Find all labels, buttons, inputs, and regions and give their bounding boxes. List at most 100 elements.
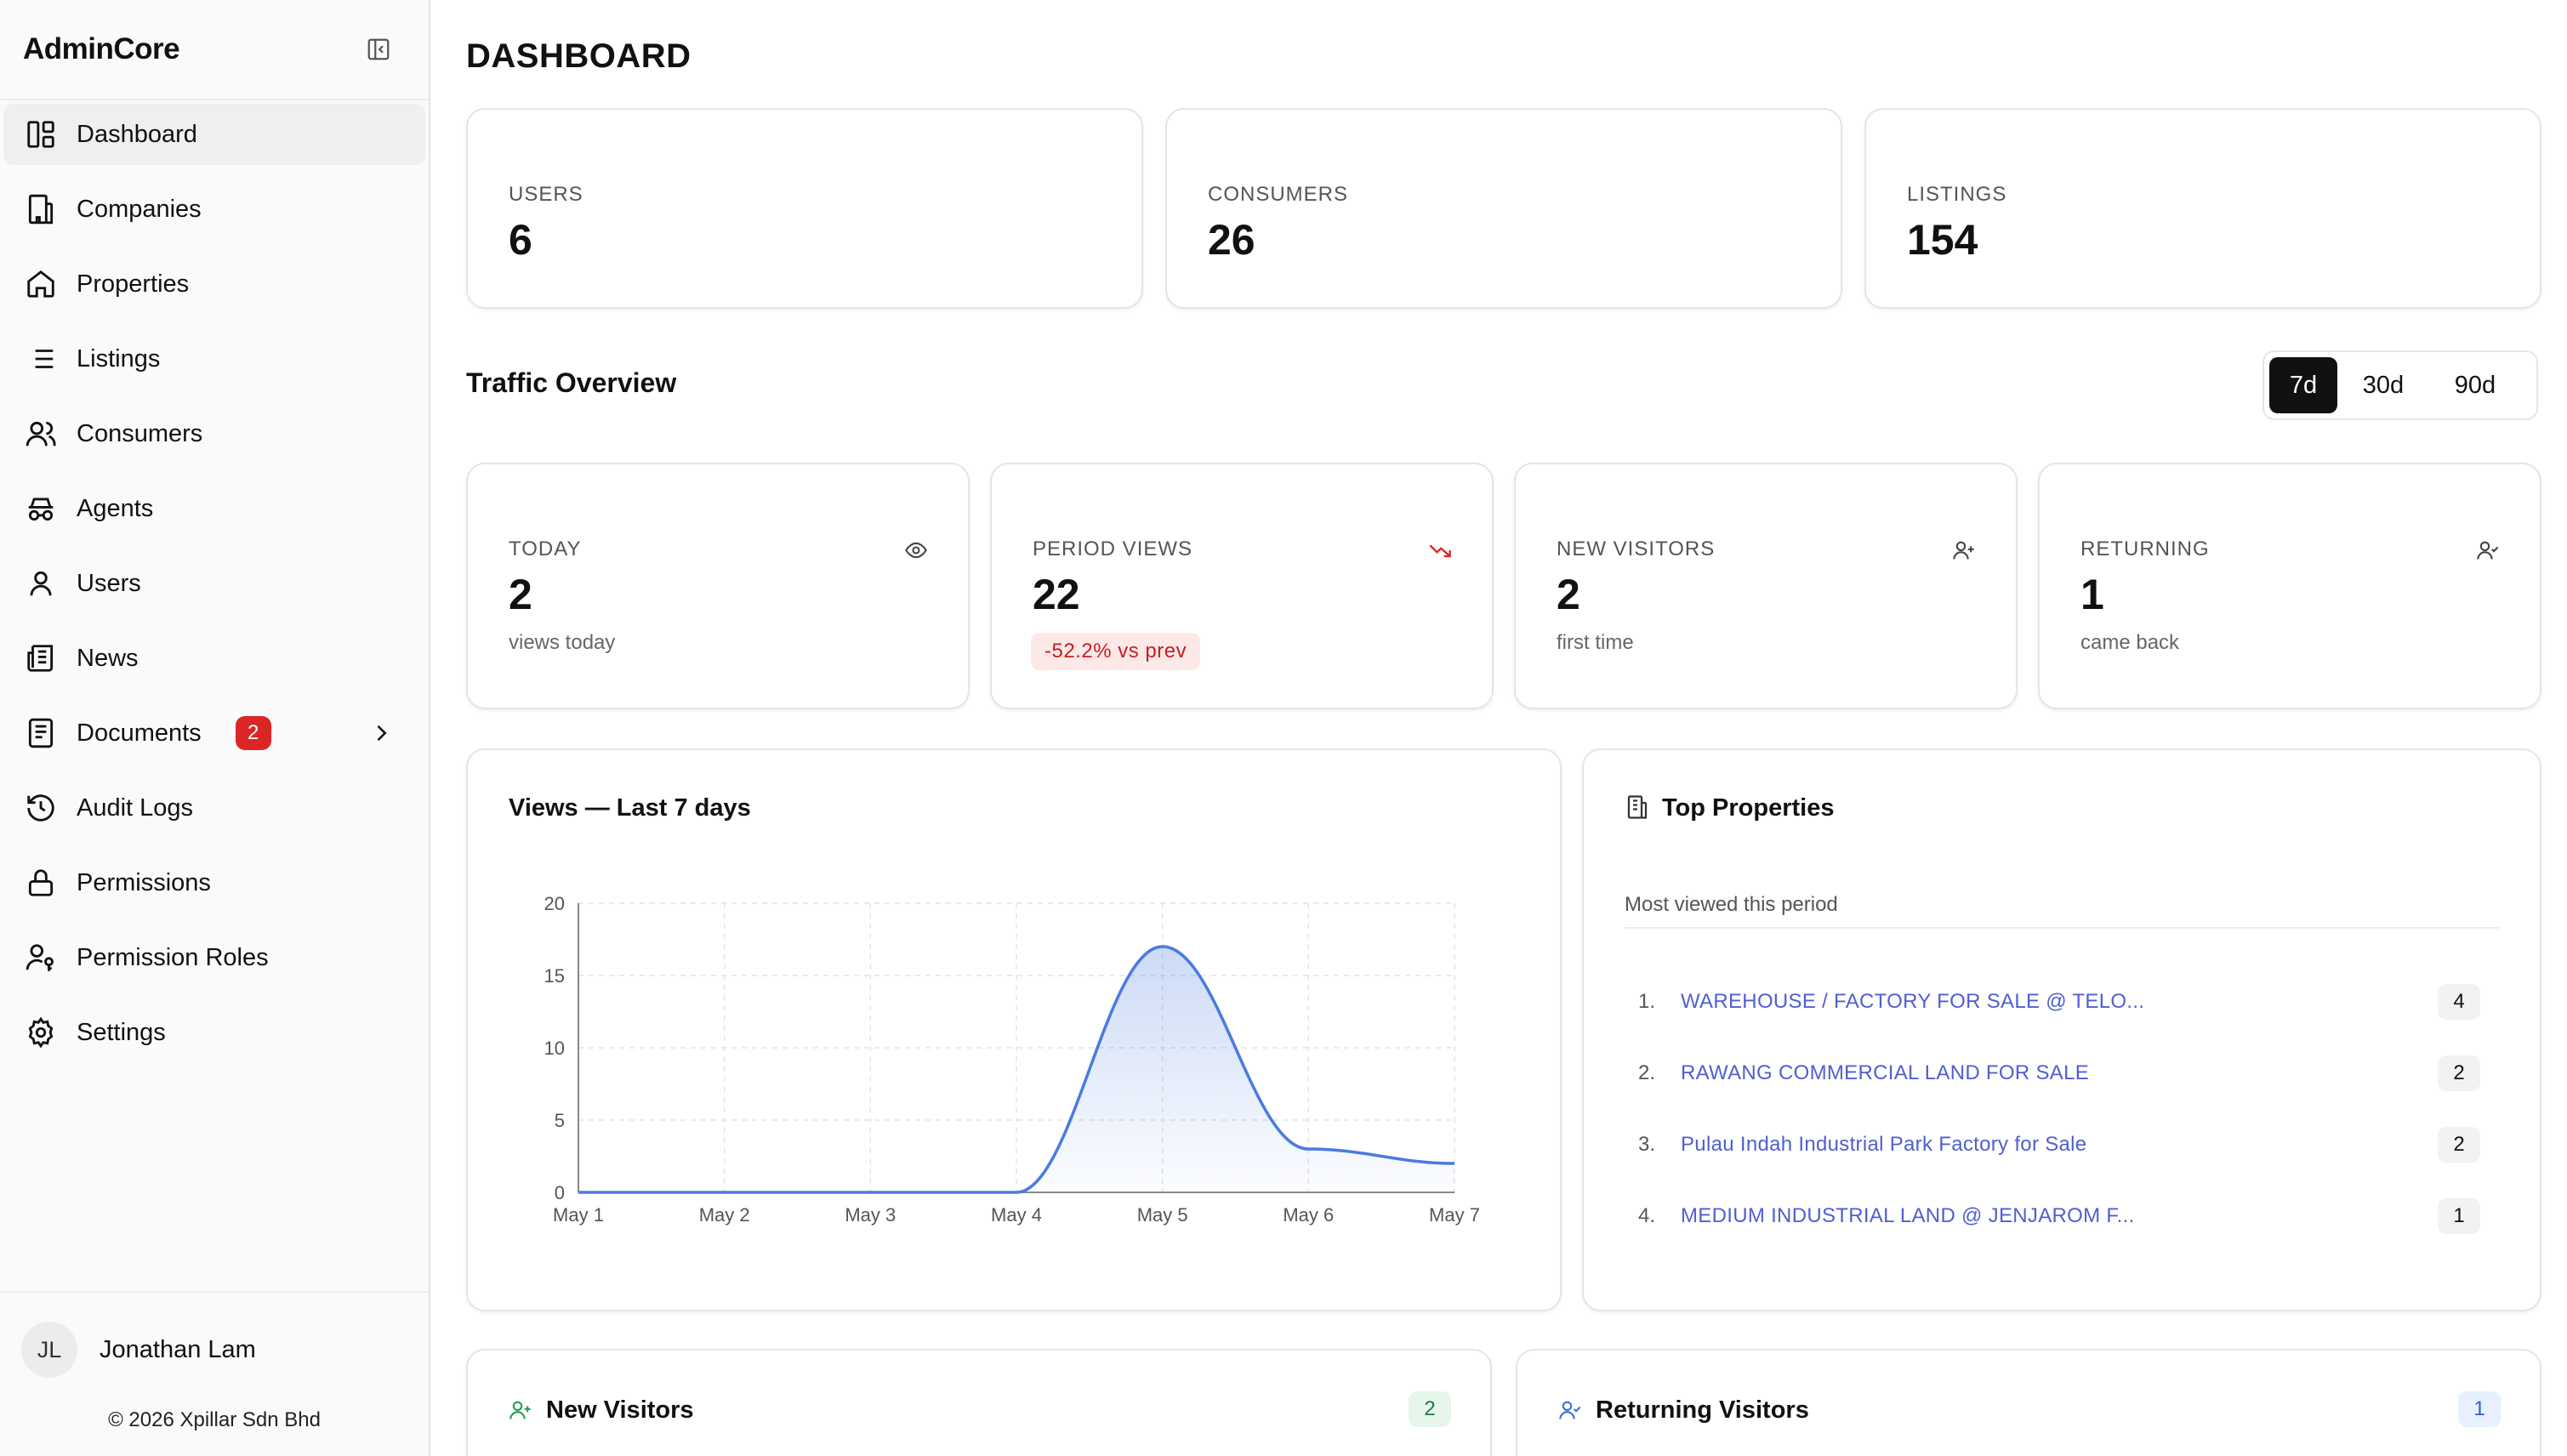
stat-value: 2 (1557, 571, 1580, 618)
property-link[interactable]: RAWANG COMMERCIAL LAND FOR SALE (1681, 1061, 2090, 1084)
returning-visitors-panel-title: Returning Visitors (1596, 1396, 1809, 1424)
sidebar-collapse-icon[interactable] (366, 37, 391, 62)
x-tick-label: May 5 (1137, 1204, 1188, 1226)
traffic-overview-title: Traffic Overview (466, 367, 677, 398)
sidebar-item-label: Consumers (77, 419, 203, 447)
views-chart: 0 5 10 15 20 May 1 May 2 May 3 May 4 May 5 May 6 Ma… (544, 893, 1480, 1226)
new-visitors-panel: New Visitors 2 (466, 1349, 1492, 1456)
stat-label: LISTINGS (1907, 183, 2007, 206)
property-link[interactable]: MEDIUM INDUSTRIAL LAND @ JENJAROM F... (1681, 1204, 2135, 1227)
period-views-card: PERIOD VIEWS 22 -52.2% vs prev (990, 463, 1494, 709)
range-30d-button[interactable]: 30d (2362, 371, 2405, 399)
list-icon (24, 342, 58, 376)
user-check-icon (1558, 1398, 1582, 1426)
users-stat-card: USERS 6 (466, 108, 1143, 309)
range-90d-button[interactable]: 90d (2454, 371, 2496, 399)
stat-value: 6 (509, 216, 532, 264)
sidebar-item-label: Documents (77, 719, 202, 747)
eye-icon (903, 537, 929, 563)
trending-down-icon (1427, 537, 1453, 563)
stat-subtitle: views today (509, 631, 616, 654)
sidebar-item-documents[interactable]: Documents 2 (3, 702, 425, 764)
app-logo-text: AdminCore (23, 32, 180, 65)
sidebar-item-news[interactable]: News (3, 628, 425, 689)
y-tick-label: 0 (555, 1182, 565, 1203)
documents-count-badge: 2 (235, 716, 271, 750)
y-tick-label: 5 (555, 1110, 565, 1131)
sidebar-item-label: News (77, 644, 139, 672)
main-content: DASHBOARD USERS 6 CONSUMERS 26 LISTINGS … (430, 0, 2567, 1456)
sidebar-item-label: Audit Logs (77, 793, 194, 822)
stat-subtitle: came back (2080, 631, 2180, 654)
listings-stat-card: LISTINGS 154 (1864, 108, 2541, 309)
sidebar-item-label: Permissions (77, 868, 211, 896)
lock-icon (24, 866, 58, 900)
returning-visitors-panel: Returning Visitors 1 (1516, 1349, 2541, 1456)
chevron-right-icon[interactable] (369, 721, 393, 749)
stat-label: PERIOD VIEWS (1033, 537, 1193, 560)
document-icon (24, 716, 58, 750)
sidebar-item-label: Agents (77, 494, 154, 522)
dashboard-icon (24, 117, 58, 151)
returning-visitors-count-badge: 1 (2458, 1391, 2501, 1427)
view-count-badge: 1 (2438, 1198, 2480, 1234)
agent-icon (24, 492, 58, 526)
list-item[interactable]: 4. MEDIUM INDUSTRIAL LAND @ JENJAROM F..… (1638, 1197, 2480, 1235)
sidebar-item-permissions[interactable]: Permissions (3, 852, 425, 913)
list-item[interactable]: 3. Pulau Indah Industrial Park Factory f… (1638, 1126, 2480, 1163)
sidebar-item-permission-roles[interactable]: Permission Roles (3, 927, 425, 988)
today-card: TODAY 2 views today (466, 463, 970, 709)
sidebar-footer: JL Jonathan Lam © 2026 Xpillar Sdn Bhd (0, 1291, 429, 1432)
sidebar-item-listings[interactable]: Listings (3, 328, 425, 390)
sidebar-item-users[interactable]: Users (3, 553, 425, 614)
sidebar-item-properties[interactable]: Properties (3, 253, 425, 315)
sidebar-item-settings[interactable]: Settings (3, 1002, 425, 1063)
user-icon (24, 566, 58, 600)
stat-subtitle: first time (1557, 631, 1634, 654)
range-toggle: 7d 30d 90d (2262, 350, 2538, 420)
sidebar-item-label: Dashboard (77, 120, 197, 148)
stat-label: RETURNING (2080, 537, 2210, 560)
user-profile[interactable]: JL Jonathan Lam (0, 1293, 429, 1378)
x-tick-label: May 3 (845, 1204, 896, 1226)
property-link[interactable]: Pulau Indah Industrial Park Factory for … (1681, 1133, 2087, 1156)
sidebar-item-label: Listings (77, 344, 161, 373)
user-name: Jonathan Lam (100, 1335, 256, 1363)
sidebar-item-audit-logs[interactable]: Audit Logs (3, 777, 425, 839)
sidebar-item-label: Companies (77, 195, 202, 223)
stat-value: 1 (2080, 571, 2104, 618)
chart-title: Views — Last 7 days (509, 794, 751, 822)
gear-icon (24, 1015, 58, 1049)
sidebar-item-label: Properties (77, 270, 190, 298)
view-count-badge: 2 (2438, 1127, 2480, 1163)
history-icon (24, 791, 58, 825)
range-7d-button[interactable]: 7d (2269, 357, 2337, 413)
rank: 3. (1638, 1133, 1656, 1156)
list-item[interactable]: 1. WAREHOUSE / FACTORY FOR SALE @ TELO..… (1638, 983, 2480, 1021)
newspaper-icon (24, 641, 58, 675)
views-chart-card: Views — Last 7 days 0 5 10 15 20 May 1 May 2 Ma… (466, 748, 1562, 1311)
x-tick-label: May 7 (1429, 1204, 1480, 1226)
new-visitors-panel-title: New Visitors (546, 1396, 694, 1424)
x-tick-label: May 2 (699, 1204, 750, 1226)
rank: 4. (1638, 1204, 1656, 1227)
sidebar-item-companies[interactable]: Companies (3, 179, 425, 240)
x-tick-label: May 4 (991, 1204, 1042, 1226)
avatar[interactable]: JL (21, 1322, 77, 1378)
rank: 1. (1638, 990, 1656, 1013)
sidebar-item-label: Permission Roles (77, 943, 269, 971)
user-key-icon (24, 941, 58, 975)
list-item[interactable]: 2. RAWANG COMMERCIAL LAND FOR SALE 2 (1638, 1055, 2480, 1092)
sidebar-item-consumers[interactable]: Consumers (3, 403, 425, 464)
sidebar-item-label: Users (77, 569, 141, 597)
new-visitors-count-badge: 2 (1409, 1391, 1451, 1427)
page-title: DASHBOARD (466, 37, 692, 75)
sidebar-item-agents[interactable]: Agents (3, 478, 425, 539)
new-visitors-card: NEW VISITORS 2 first time (1514, 463, 2018, 709)
stat-value: 26 (1208, 216, 1255, 264)
top-properties-card: Top Properties Most viewed this period 1… (1582, 748, 2541, 1311)
sidebar-item-dashboard[interactable]: Dashboard (3, 104, 425, 165)
property-link[interactable]: WAREHOUSE / FACTORY FOR SALE @ TELO... (1681, 990, 2145, 1013)
stat-value: 2 (509, 571, 532, 618)
y-tick-label: 10 (544, 1038, 565, 1059)
